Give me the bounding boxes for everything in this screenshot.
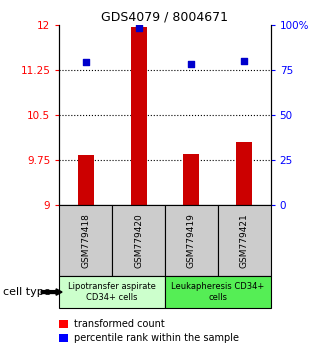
Title: GDS4079 / 8004671: GDS4079 / 8004671 [102,11,228,24]
Bar [131,27,147,205]
Bar [59,205,112,276]
Text: Leukapheresis CD34+
cells: Leukapheresis CD34+ cells [171,282,264,302]
Bar [165,276,271,308]
Point [83,59,88,65]
Bar [112,205,165,276]
Point [242,58,247,64]
Text: GSM779420: GSM779420 [134,213,143,268]
Point [136,25,141,31]
Text: transformed count: transformed count [74,319,165,329]
Text: GSM779419: GSM779419 [187,213,196,268]
Bar [183,154,199,205]
Bar [165,205,218,276]
Bar [78,155,94,205]
Text: percentile rank within the sample: percentile rank within the sample [74,333,239,343]
Bar [218,205,271,276]
Point [189,61,194,67]
Text: cell type: cell type [3,287,51,297]
Bar [59,276,165,308]
Text: GSM779421: GSM779421 [240,213,249,268]
Bar [236,142,252,205]
Text: Lipotransfer aspirate
CD34+ cells: Lipotransfer aspirate CD34+ cells [68,282,156,302]
Text: GSM779418: GSM779418 [81,213,90,268]
